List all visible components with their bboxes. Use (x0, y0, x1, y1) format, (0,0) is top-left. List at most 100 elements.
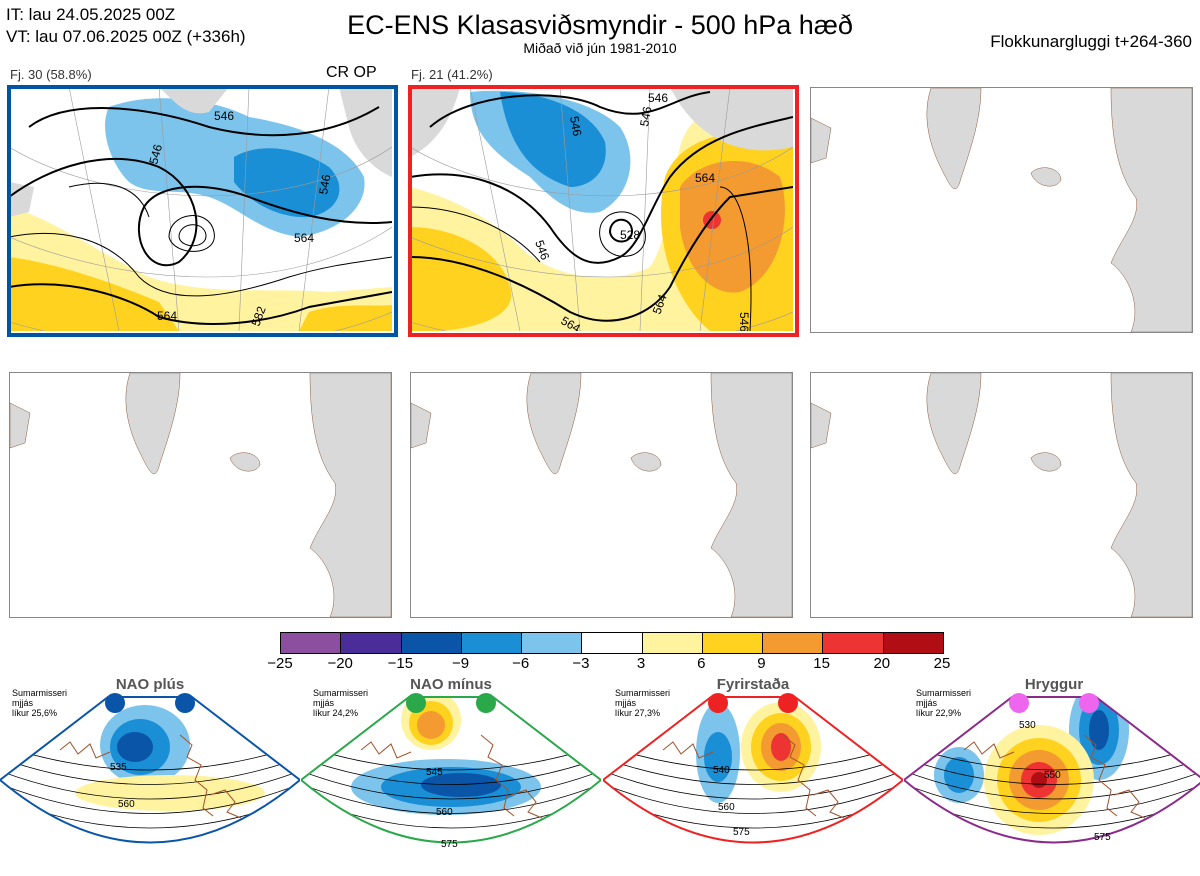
regime-meta-line: Sumarmisseri (615, 688, 671, 698)
regime-meta-line: mjjás (313, 698, 335, 708)
contour-label: 575 (441, 839, 458, 850)
height-contour (0, 744, 300, 771)
regime-panel[interactable]: 540 560 575 (601, 675, 905, 871)
regime-panel[interactable]: 545 560 575 (299, 675, 603, 871)
regime-dot (476, 693, 496, 713)
svg-text:546: 546 (648, 91, 668, 105)
regime-meta-line: líkur 24,2% (313, 708, 359, 718)
colorbar-swatch (762, 633, 823, 653)
regime-panel[interactable]: 530 550 575 (902, 675, 1200, 871)
regime-title: Fyrirstaða (716, 676, 790, 693)
height-contour (603, 809, 903, 843)
colorbar-tick-label: −15 (387, 655, 414, 672)
anomaly-shading (944, 757, 974, 793)
svg-text:564: 564 (294, 231, 314, 245)
regime-dot (1009, 693, 1029, 713)
panel-2-label: Fj. 21 (41.2%) (411, 67, 493, 82)
regime-meta: Sumarmisseri mjjás líkur 27,3% (615, 688, 670, 718)
regime-title: Hryggur (1024, 676, 1084, 693)
colorbar-swatch (882, 633, 943, 653)
contour-label: 560 (718, 802, 735, 813)
regime-dot (708, 693, 728, 713)
cluster-map-3[interactable] (810, 87, 1193, 333)
page-title: EC-ENS Klasasviðsmyndir - 500 hPa hæð (347, 10, 853, 40)
svg-text:546: 546 (637, 105, 654, 127)
height-contour (0, 835, 300, 843)
regime-border (0, 696, 302, 844)
anomaly-shading (75, 775, 265, 811)
colorbar-swatch (460, 633, 522, 653)
svg-text:546: 546 (146, 142, 165, 165)
height-contour (904, 757, 1200, 785)
anomaly-shading (421, 773, 501, 797)
contour-label: 550 (1044, 770, 1061, 781)
contour-label: 560 (118, 799, 135, 810)
height-contour (301, 770, 601, 800)
colorbar-swatch (400, 633, 461, 653)
svg-text:546: 546 (316, 173, 333, 195)
colorbar-tick-label: −25 (267, 655, 293, 672)
regime-dot (1079, 693, 1099, 713)
colorbar-swatch (581, 633, 642, 653)
svg-text:564: 564 (650, 292, 670, 316)
colorbar-tick-label: −3 (572, 655, 590, 672)
colorbar-swatch (340, 633, 401, 653)
contour-label: 575 (1094, 832, 1111, 843)
height-contour (301, 744, 601, 771)
colorbar-tick-label: −20 (327, 655, 353, 672)
regime-border (299, 696, 603, 844)
colorbar-swatch (521, 633, 582, 653)
height-contour (904, 770, 1200, 800)
colorbar-swatch (701, 633, 763, 653)
regime-meta-line: Sumarmisseri (12, 688, 68, 698)
regime-meta-line: líkur 22,9% (916, 708, 962, 718)
cluster-map-1[interactable]: 546 546 546 564 564 582 (9, 87, 392, 331)
svg-text:546: 546 (567, 115, 584, 137)
regime-border (601, 696, 905, 844)
height-contour (0, 770, 300, 800)
regime-border (902, 696, 1200, 844)
height-contour (603, 835, 903, 843)
contour-label: 540 (713, 765, 730, 776)
height-contour (603, 849, 903, 871)
page-subtitle: Miðað við jún 1981-2010 (523, 40, 677, 56)
regime-dot (105, 693, 125, 713)
contour-label: 575 (733, 827, 750, 838)
colorbar-tick-label: 3 (636, 655, 646, 672)
colorbar-tick-label: 20 (873, 655, 891, 672)
colorbar-tick-label: −9 (451, 655, 470, 672)
height-contour (603, 783, 903, 814)
cluster-map-4[interactable] (9, 372, 392, 618)
height-contour (0, 783, 300, 814)
colorbar-tick-label: −6 (512, 655, 530, 672)
coastline (360, 734, 543, 819)
svg-text:528: 528 (620, 228, 640, 242)
classification-window: Flokkunargluggi t+264-360 (990, 32, 1192, 51)
coastline (662, 734, 845, 819)
svg-text:546: 546 (532, 238, 552, 262)
cluster-1-frame (7, 85, 398, 337)
cluster-map-6[interactable] (810, 372, 1193, 618)
colorbar-tick-label: 25 (933, 655, 951, 672)
header-info: IT: lau 24.05.2025 00Z VT: lau 07.06.202… (6, 4, 246, 48)
regime-panel[interactable]: 535 560 (0, 675, 302, 871)
cluster-map-5[interactable] (410, 372, 793, 618)
colorbar-swatch (641, 633, 702, 653)
colorbar-swatch (822, 633, 883, 653)
panel-1-label: Fj. 30 (58.8%) (10, 67, 92, 82)
regime-meta-line: Sumarmisseri (313, 688, 369, 698)
cluster-map-2[interactable]: 546 546 546 564 528 546 564 564 546 (410, 87, 793, 331)
regime-meta: Sumarmisseri mjjás líkur 24,2% (313, 688, 368, 718)
regime-title: NAO mínus (410, 676, 492, 693)
regime-meta: Sumarmisseri mjjás líkur 22,9% (916, 688, 971, 718)
panel-1-tag: CR OP (326, 64, 377, 81)
height-contour (603, 757, 903, 785)
regime-dot (778, 693, 798, 713)
height-contour (904, 783, 1200, 814)
colorbar-tick-label: 15 (813, 655, 830, 672)
height-contour (301, 757, 601, 785)
contour-label: 535 (110, 762, 127, 773)
regime-dot (175, 693, 195, 713)
height-contour (0, 757, 300, 785)
svg-text:564: 564 (695, 171, 715, 185)
